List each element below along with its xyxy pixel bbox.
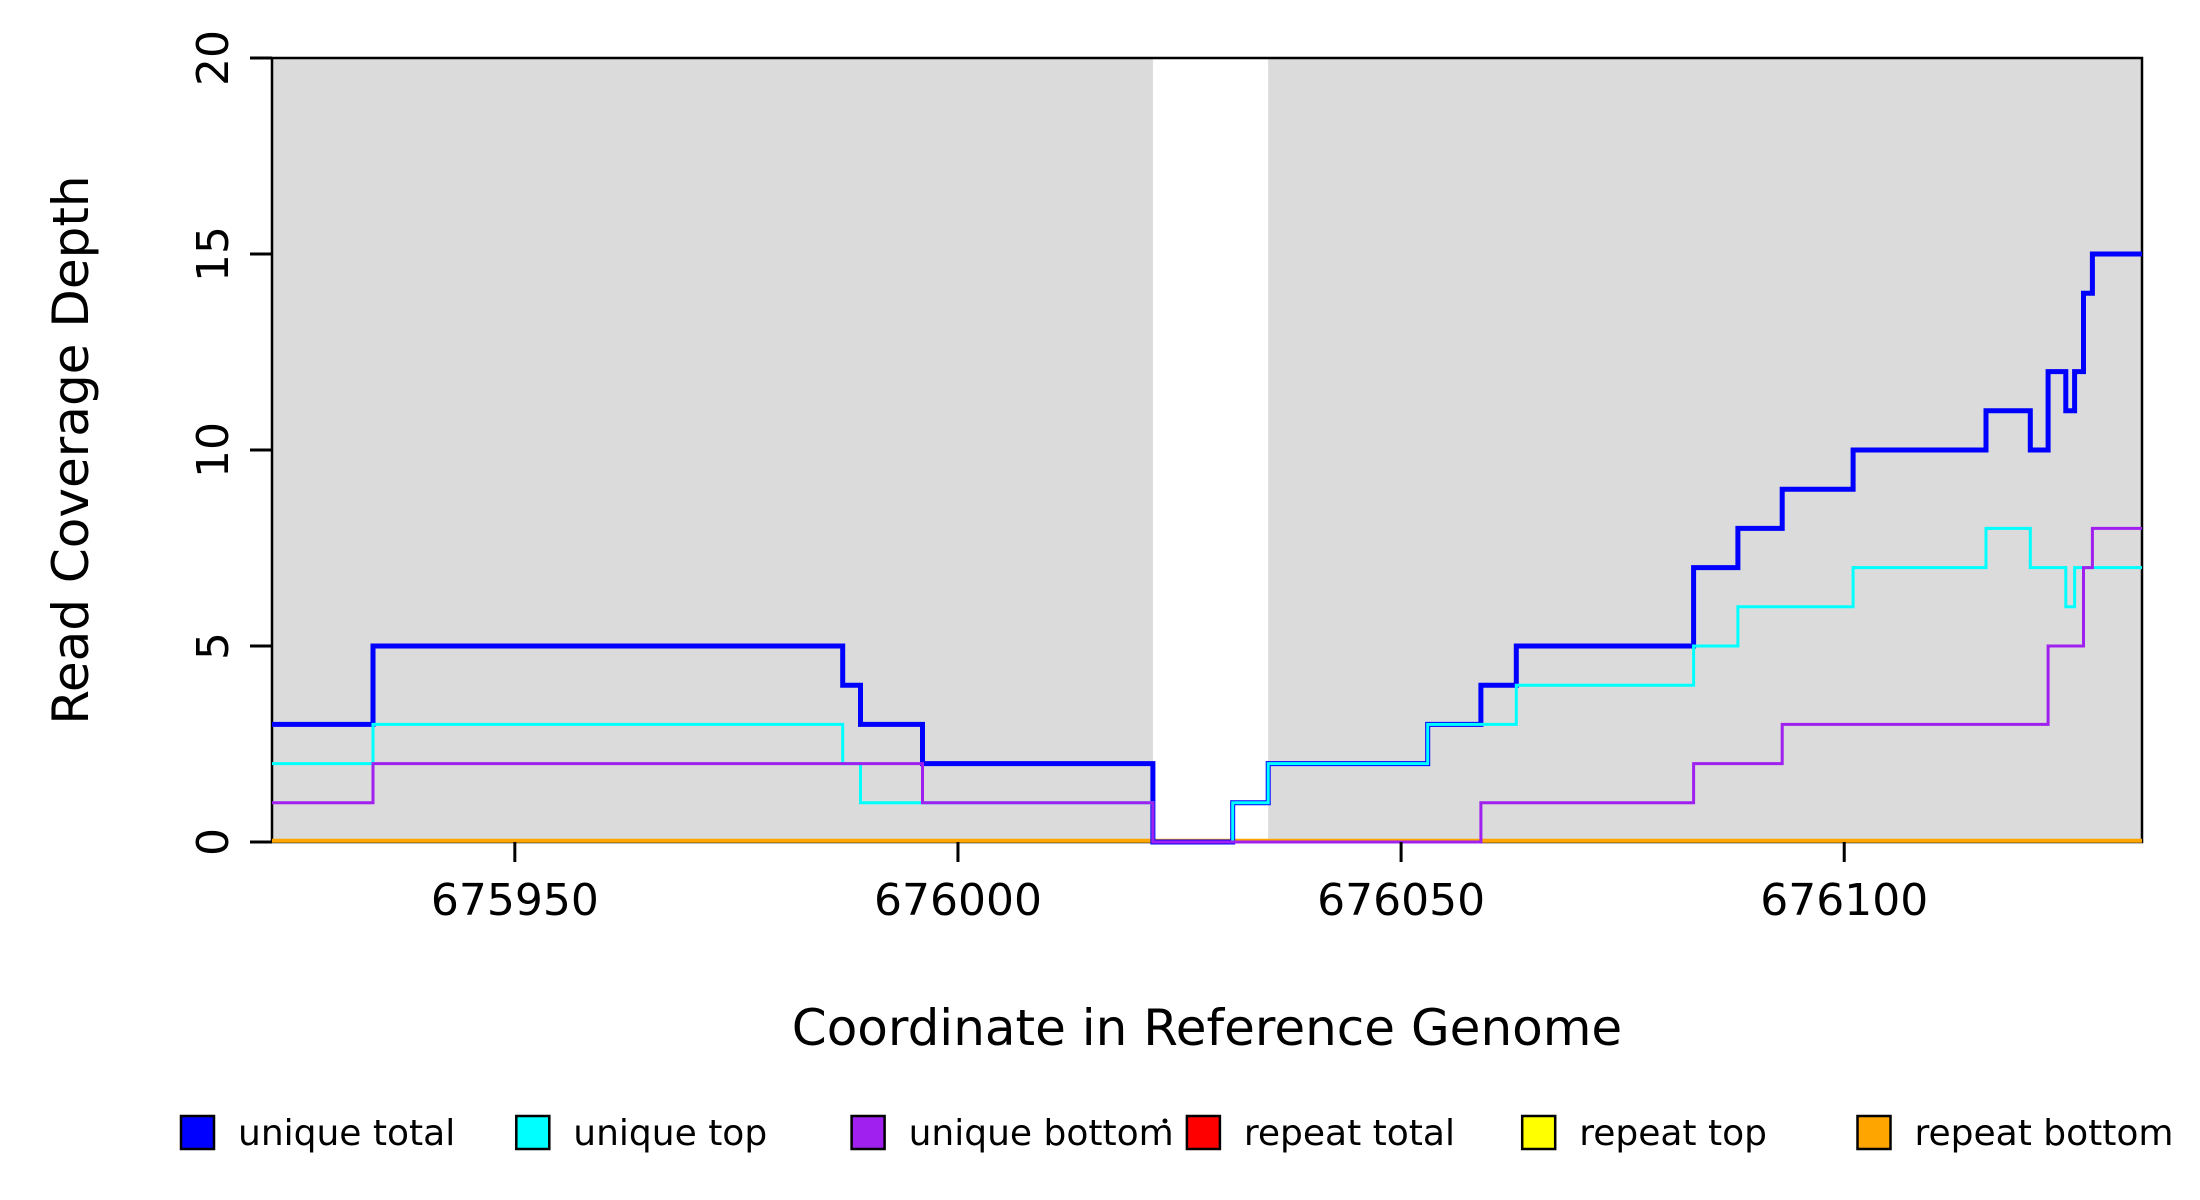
shaded-regions bbox=[272, 58, 2142, 842]
y-tick-label: 10 bbox=[188, 422, 239, 478]
shaded-region bbox=[1268, 58, 2142, 842]
legend-swatch-unique-top bbox=[515, 1114, 551, 1151]
x-tick-label: 675950 bbox=[431, 875, 599, 926]
y-tick-label: 5 bbox=[188, 632, 239, 660]
legend-swatch-unique-total bbox=[179, 1114, 216, 1151]
legend-swatch-unique-bottom bbox=[850, 1114, 886, 1151]
shaded-region bbox=[272, 58, 1153, 842]
y-axis: 0 5 10 15 20 bbox=[188, 30, 272, 856]
legend: unique total unique top unique bottom repea… bbox=[179, 1113, 2174, 1154]
legend-label: unique top bbox=[573, 1113, 767, 1154]
legend-label: repeat bottom bbox=[1915, 1113, 2174, 1154]
y-tick-label: 15 bbox=[188, 226, 239, 282]
x-tick-label: 676050 bbox=[1317, 875, 1485, 926]
series-lines bbox=[272, 251, 2142, 845]
legend-swatch-repeat-bottom bbox=[1856, 1114, 1892, 1151]
series-line-unique-top bbox=[272, 526, 2142, 844]
series-line-unique-bottom bbox=[272, 526, 2142, 844]
x-tick-label: 676000 bbox=[874, 875, 1042, 926]
legend-label: repeat total bbox=[1244, 1113, 1455, 1154]
x-axis-title: Coordinate in Reference Genome bbox=[792, 999, 1622, 1057]
x-axis: 675950 676000 676050 676100 bbox=[431, 842, 1928, 926]
legend-swatch-repeat-total bbox=[1185, 1114, 1222, 1151]
x-tick-label: 676100 bbox=[1760, 875, 1928, 926]
legend-label: repeat top bbox=[1579, 1113, 1767, 1154]
legend-label: unique bottom bbox=[909, 1113, 1174, 1154]
y-tick-label: 20 bbox=[188, 30, 239, 86]
y-axis-title: Read Coverage Depth bbox=[42, 175, 100, 724]
stray-dot-marker bbox=[1162, 1118, 1168, 1124]
legend-label: unique total bbox=[238, 1113, 455, 1154]
series-line-unique-total bbox=[272, 251, 2142, 845]
y-tick-label: 0 bbox=[188, 828, 239, 856]
legend-swatch-repeat-top bbox=[1520, 1114, 1557, 1151]
